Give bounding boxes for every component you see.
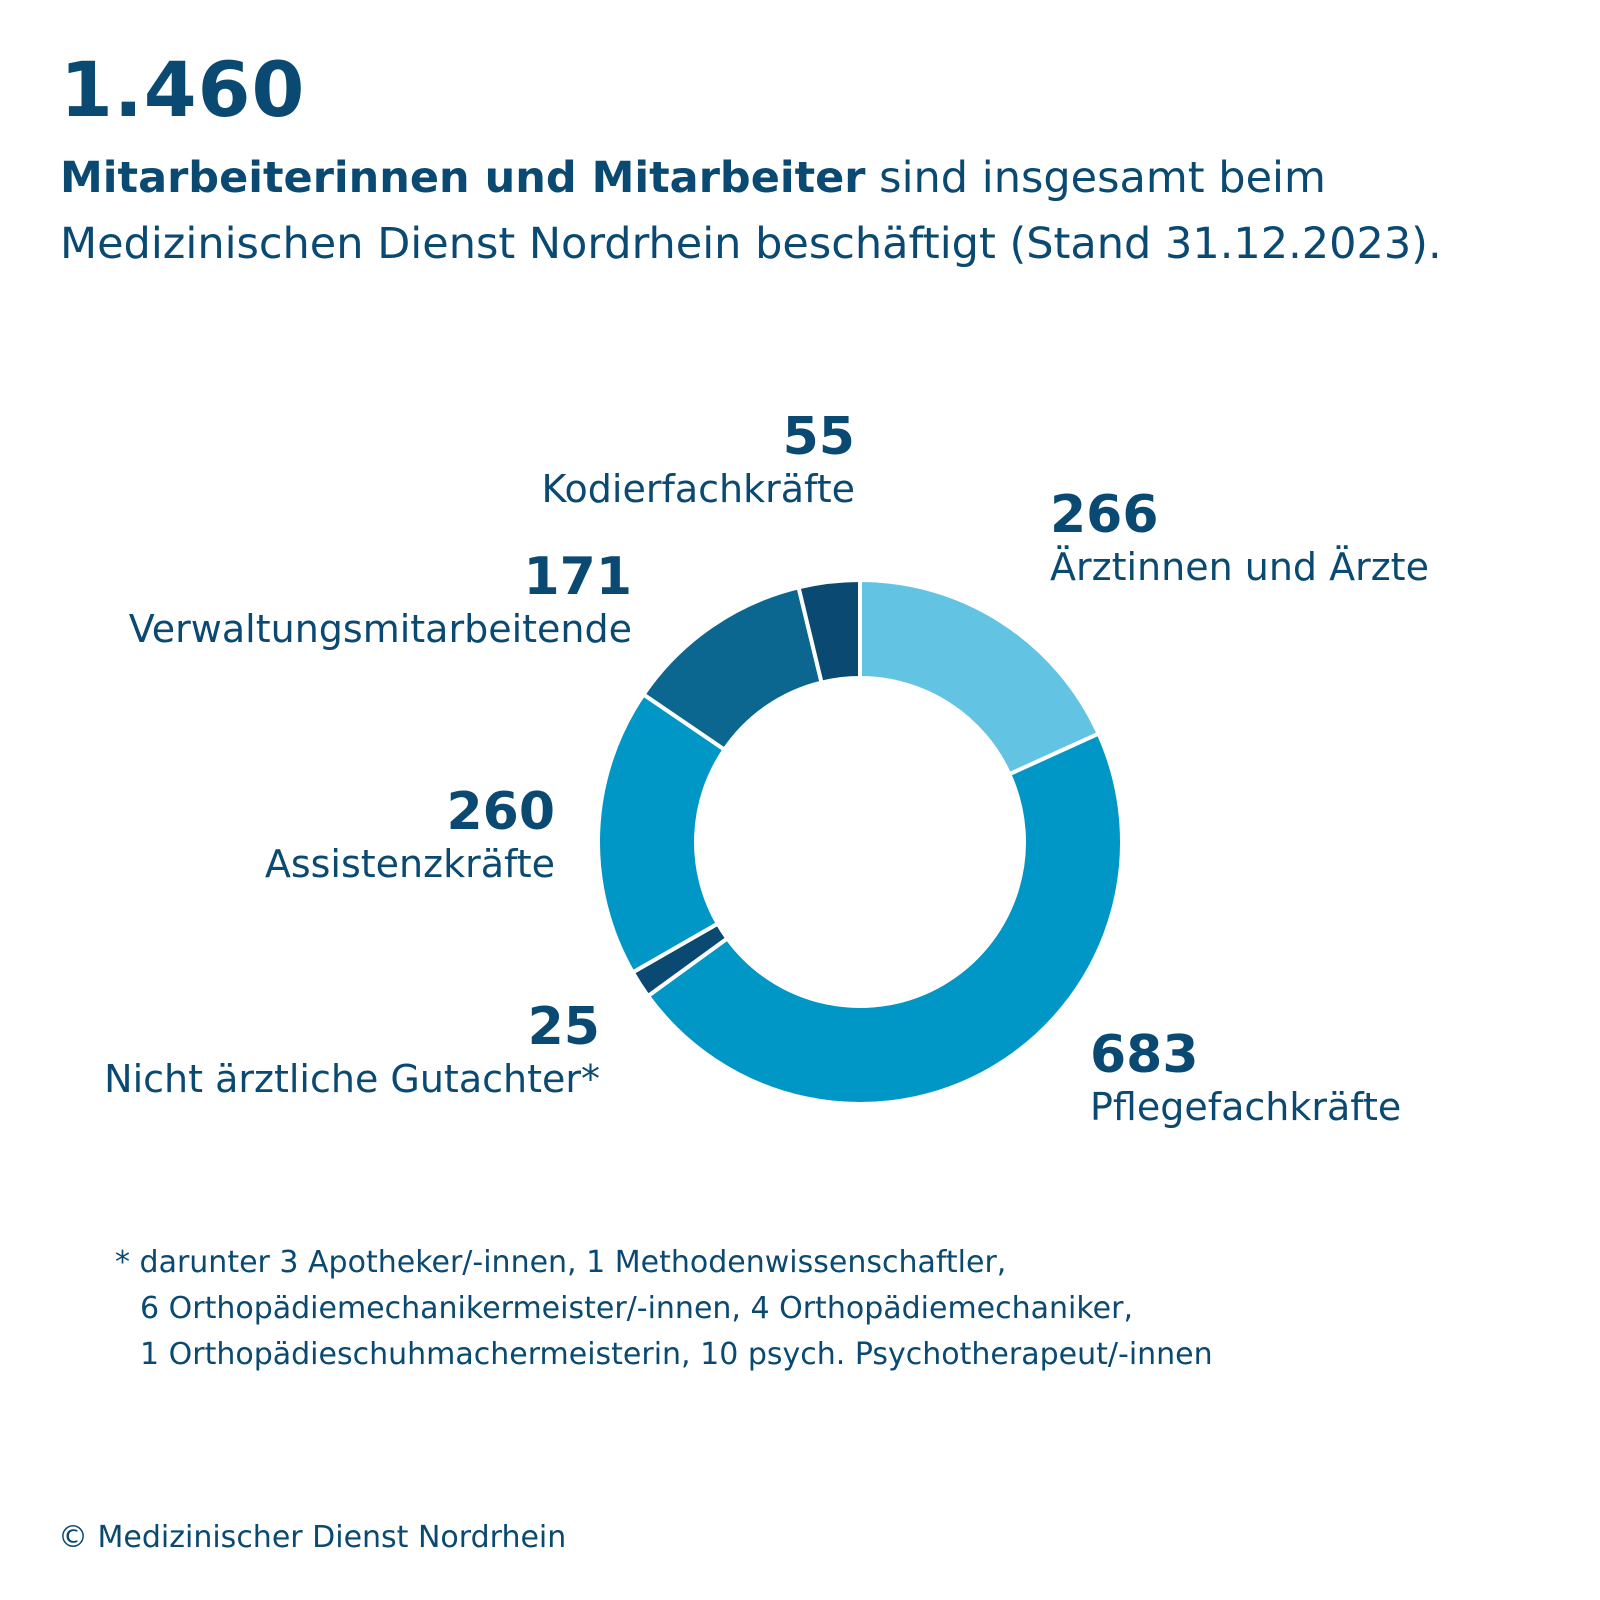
label-assistenz: 260 Assistenzkräfte (265, 785, 555, 889)
label-pflege-name: Pflegefachkräfte (1090, 1084, 1402, 1129)
label-gutachter-value: 25 (527, 997, 600, 1057)
label-aerzte-value: 266 (1050, 485, 1159, 545)
label-pflege: 683 Pflegefachkräfte (1090, 1028, 1401, 1132)
donut-slice-0 (858, 578, 1101, 777)
label-aerzte-name: Ärztinnen und Ärzte (1050, 544, 1429, 589)
donut-slice-1 (646, 731, 1124, 1106)
footnote-line-1: * darunter 3 Apotheker/-innen, 1 Methode… (115, 1245, 1007, 1280)
label-kodier-name: Kodierfachkräfte (541, 466, 856, 511)
label-assistenz-name: Assistenzkräfte (264, 841, 555, 886)
subtitle: Mitarbeiterinnen und Mitarbeiter sind in… (60, 145, 1540, 277)
label-gutachter-name: Nicht ärztliche Gutachter* (104, 1056, 600, 1101)
total-count: 1.460 (60, 45, 306, 134)
label-gutachter: 25 Nicht ärztliche Gutachter* (104, 1000, 600, 1104)
copyright: © Medizinischer Dienst Nordrhein (58, 1520, 567, 1555)
label-pflege-value: 683 (1090, 1025, 1199, 1085)
label-verwaltung: 171 Verwaltungsmitarbeitende (129, 550, 632, 654)
footnote: * darunter 3 Apotheker/-innen, 1 Methode… (115, 1240, 1415, 1378)
footnote-line-3: 1 Orthopädieschuhmachermeisterin, 10 psy… (140, 1337, 1213, 1372)
label-verwaltung-value: 171 (523, 547, 632, 607)
label-verwaltung-name: Verwaltungsmitarbeitende (128, 606, 632, 651)
label-kodier-value: 55 (782, 407, 855, 467)
label-kodier: 55 Kodierfachkräfte (542, 410, 856, 514)
label-aerzte: 266 Ärztinnen und Ärzte (1050, 488, 1429, 592)
footnote-line-2: 6 Orthopädiemechanikermeister/-innen, 4 … (140, 1291, 1134, 1326)
subtitle-bold: Mitarbeiterinnen und Mitarbeiter (60, 153, 866, 203)
donut-slice-5 (796, 578, 862, 685)
label-assistenz-value: 260 (446, 782, 555, 842)
subtitle-rest: sind insgesamt beim Medizinischen Dienst… (60, 153, 1442, 269)
